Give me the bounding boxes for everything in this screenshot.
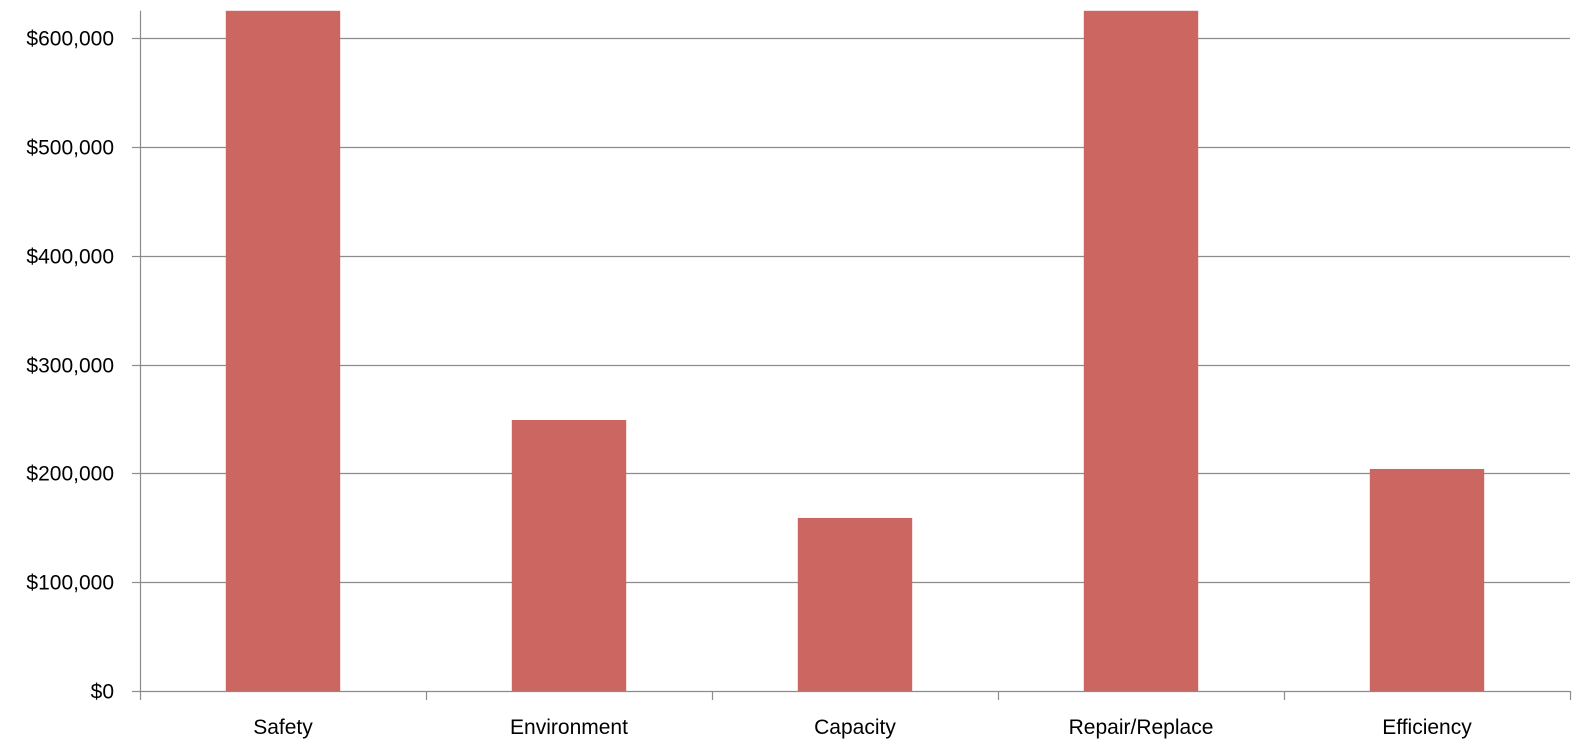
bar-efficiency — [1369, 468, 1485, 691]
y-tick-labels: $0 $100,000 $200,000 $300,000 $400,000 $500,0… — [26, 28, 114, 704]
gridlines — [140, 37, 1570, 584]
bar-capacity — [797, 517, 913, 691]
x-tick-label: Capacity — [814, 716, 896, 739]
axes — [132, 10, 1572, 700]
bars — [225, 10, 1485, 691]
y-tick-label: $100,000 — [26, 572, 114, 595]
y-tick-label: $400,000 — [26, 246, 114, 269]
x-tick-label: Safety — [253, 716, 313, 739]
x-tick-labels: Safety Environment Capacity Repair/Replace E… — [253, 716, 1472, 739]
x-tick-label: Efficiency — [1382, 716, 1472, 739]
y-tick-label: $300,000 — [26, 355, 114, 378]
y-tick-label: $600,000 — [26, 28, 114, 51]
bar-repair-replace — [1083, 10, 1199, 691]
y-tick-label: $500,000 — [26, 137, 114, 160]
y-tick-label: $200,000 — [26, 463, 114, 486]
bar-safety — [225, 10, 341, 691]
x-tick-label: Environment — [510, 716, 628, 739]
x-tick-label: Repair/Replace — [1069, 716, 1214, 739]
bar-environment — [511, 420, 627, 691]
y-tick-label: $0 — [91, 681, 114, 704]
